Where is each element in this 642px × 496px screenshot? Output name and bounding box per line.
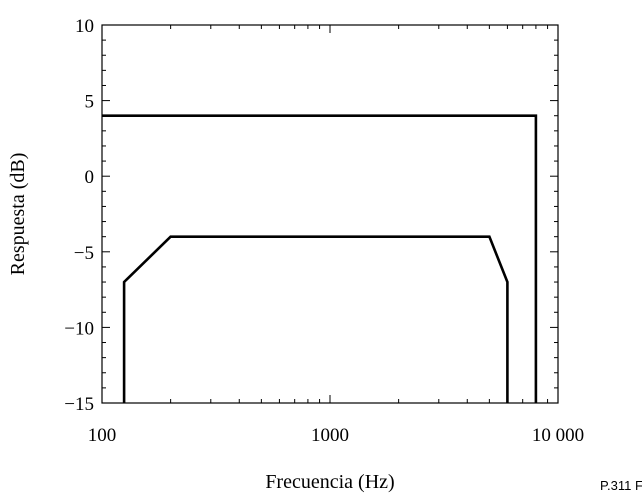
x-axis-title: Frecuencia (Hz): [265, 471, 394, 493]
y-tick-label: −5: [74, 243, 94, 264]
series-line-2: [122, 235, 509, 403]
series-layer: [102, 114, 538, 403]
y-tick-label: 10: [75, 16, 94, 37]
y-tick-label: 5: [85, 92, 95, 113]
axis-ticks: [101, 24, 559, 404]
y-tick-label: 0: [85, 167, 95, 188]
y-axis-title: Respuesta (dB): [7, 153, 29, 276]
series-line-1: [102, 114, 538, 403]
x-tick-label: 10 000: [532, 425, 584, 446]
y-tick-label: −15: [64, 394, 94, 415]
x-tick-label: 100: [88, 425, 117, 446]
y-tick-label: −10: [64, 318, 94, 339]
figure-code: P.311 F2: [600, 478, 642, 493]
plot-frame: [101, 24, 559, 404]
axis-tick-labels: 10 5 0 −5 −10 −15 100 1000 10 000: [64, 16, 584, 446]
x-tick-label: 1000: [311, 425, 349, 446]
